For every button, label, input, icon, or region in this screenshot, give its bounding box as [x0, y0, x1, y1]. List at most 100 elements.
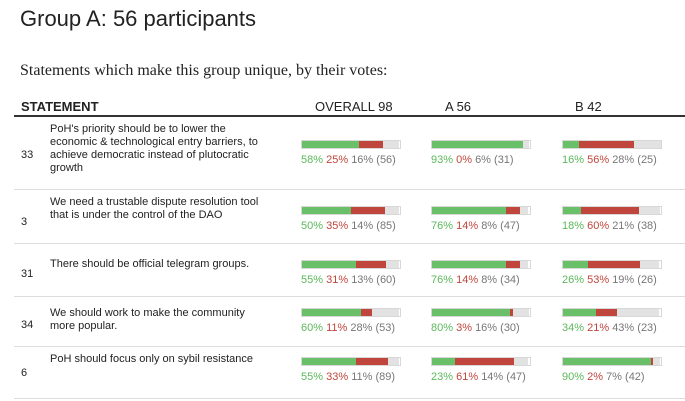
- disagree-pct: 3%: [456, 322, 472, 334]
- agree-pct: 80%: [431, 322, 454, 334]
- vote-bar: [562, 260, 662, 269]
- page-subtitle: Statements which make this group unique,…: [20, 62, 388, 79]
- vote-bar: [431, 357, 531, 366]
- pass-pct: 16%: [475, 322, 498, 334]
- statement-id: 31: [21, 268, 34, 280]
- bar-segment-pass: [653, 358, 660, 365]
- vote-percentages: 80% 3% 16% (30): [431, 322, 520, 334]
- bar-segment-disagree: [580, 207, 640, 214]
- bar-segment-agree: [563, 141, 579, 148]
- agree-pct: 60%: [301, 322, 324, 334]
- disagree-pct: 2%: [587, 371, 603, 383]
- disagree-pct: 61%: [456, 371, 479, 383]
- bar-segment-agree: [302, 261, 356, 268]
- vote-count: (56): [376, 154, 396, 166]
- vote-percentages: 34% 21% 43% (23): [562, 322, 657, 334]
- bar-segment-agree: [563, 261, 589, 268]
- vote-percentages: 76% 14% 8% (47): [431, 220, 520, 232]
- bar-segment-agree: [432, 309, 511, 316]
- bar-segment-agree: [432, 207, 507, 214]
- bar-segment-agree: [432, 261, 507, 268]
- statement-text: We need a trustable dispute resolution t…: [50, 196, 259, 221]
- vote-bar: [431, 206, 531, 215]
- statement-id: 34: [21, 319, 34, 331]
- vote-percentages: 16% 56% 28% (25): [562, 154, 657, 166]
- agree-pct: 18%: [562, 220, 585, 232]
- bar-segment-pass: [633, 141, 661, 148]
- table-row: 31 There should be official telegram grou…: [14, 244, 685, 297]
- bar-segment-agree: [302, 309, 361, 316]
- header-overall: OVERALL 98: [315, 99, 393, 114]
- bar-segment-pass: [514, 358, 529, 365]
- vote-bar: [562, 206, 662, 215]
- pass-pct: 16%: [351, 154, 374, 166]
- statement-id: 6: [21, 367, 28, 379]
- pass-pct: 7%: [606, 371, 622, 383]
- table-row: 6 PoH should focus only on sybil resistan…: [14, 347, 685, 399]
- bar-segment-agree: [563, 207, 581, 214]
- bar-segment-agree: [563, 309, 597, 316]
- bar-segment-disagree: [651, 358, 654, 365]
- vote-bar: [301, 357, 401, 366]
- pass-pct: 14%: [481, 371, 504, 383]
- bar-segment-disagree: [510, 309, 514, 316]
- bar-segment-agree: [302, 207, 351, 214]
- vote-count: (38): [637, 220, 657, 232]
- vote-count: (42): [625, 371, 645, 383]
- vote-count: (23): [637, 322, 657, 334]
- bar-segment-pass: [523, 141, 529, 148]
- disagree-pct: 11%: [326, 322, 348, 334]
- bar-segment-agree: [432, 358, 455, 365]
- table-header: STATEMENT OVERALL 98 A 56 B 42: [14, 97, 685, 117]
- bar-segment-disagree: [355, 358, 389, 365]
- disagree-pct: 21%: [587, 322, 610, 334]
- table-row: 34 We should work to make the community m…: [14, 297, 685, 347]
- disagree-pct: 56%: [587, 154, 610, 166]
- agree-pct: 76%: [431, 274, 454, 286]
- vote-percentages: 18% 60% 21% (38): [562, 220, 657, 232]
- vote-count: (60): [376, 274, 396, 286]
- vote-percentages: 26% 53% 19% (26): [562, 274, 657, 286]
- bar-segment-disagree: [360, 309, 372, 316]
- bar-segment-disagree: [588, 261, 641, 268]
- bar-segment-pass: [513, 309, 529, 316]
- table-row: 3 We need a trustable dispute resolution …: [14, 190, 685, 244]
- vote-bar: [301, 260, 401, 269]
- statement-text: PoH's priority should be to lower the ec…: [50, 123, 258, 174]
- vote-bar: [301, 140, 401, 149]
- vote-bar: [562, 357, 662, 366]
- disagree-pct: 53%: [587, 274, 610, 286]
- pass-pct: 28%: [350, 322, 373, 334]
- agree-pct: 26%: [562, 274, 585, 286]
- bar-segment-pass: [386, 261, 399, 268]
- bar-segment-pass: [383, 141, 399, 148]
- agree-pct: 93%: [431, 154, 454, 166]
- vote-bar: [431, 140, 531, 149]
- header-statement: STATEMENT: [21, 99, 99, 114]
- pass-pct: 6%: [475, 154, 491, 166]
- vote-percentages: 55% 31% 13% (60): [301, 274, 396, 286]
- table-row: 33 PoH's priority should be to lower the …: [14, 119, 685, 190]
- agree-pct: 23%: [431, 371, 454, 383]
- vote-percentages: 60% 11% 28% (53): [301, 322, 395, 334]
- vote-count: (89): [375, 371, 396, 383]
- agree-pct: 55%: [301, 371, 324, 383]
- vote-count: (25): [637, 154, 657, 166]
- vote-percentages: 23% 61% 14% (47): [431, 371, 526, 383]
- vote-percentages: 55% 33% 11% (89): [301, 371, 395, 383]
- bar-segment-pass: [385, 207, 400, 214]
- pass-pct: 8%: [481, 274, 498, 286]
- statement-text: There should be official telegram groups…: [50, 258, 250, 270]
- pass-pct: 43%: [612, 322, 635, 334]
- vote-bar: [562, 308, 662, 317]
- agree-pct: 90%: [562, 371, 585, 383]
- bar-segment-disagree: [358, 141, 384, 148]
- pass-pct: 14%: [351, 220, 374, 232]
- vote-bar: [431, 260, 531, 269]
- statement-id: 33: [21, 149, 34, 161]
- vote-count: (30): [500, 322, 520, 334]
- bar-segment-disagree: [506, 261, 521, 268]
- vote-count: (34): [500, 274, 520, 286]
- vote-percentages: 50% 35% 14% (85): [301, 220, 396, 232]
- disagree-pct: 0%: [456, 154, 472, 166]
